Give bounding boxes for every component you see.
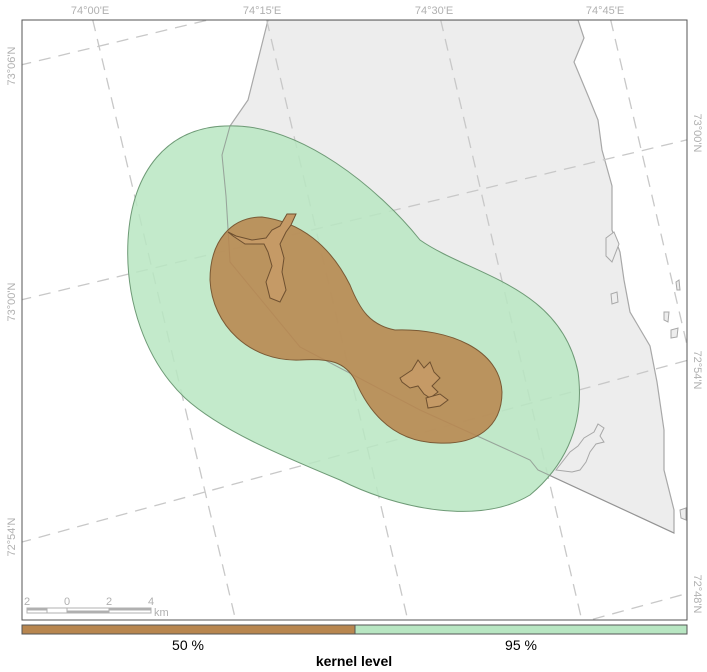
lon-label: 74°15'E (243, 5, 281, 17)
lat-label-left: 73°06'N (6, 46, 18, 85)
island (663, 311, 670, 323)
island (610, 291, 619, 305)
island (670, 327, 679, 339)
lon-label: 74°30'E (415, 5, 453, 17)
legend: 50 % 95 % kernel level (21, 624, 688, 669)
lon-label: 74°45'E (586, 5, 624, 17)
river-feature (425, 393, 449, 409)
scale-label: 4 (148, 596, 154, 608)
scale-label: 2 (24, 596, 30, 608)
river-feature (399, 359, 441, 399)
coast-inlet (555, 423, 605, 473)
scale-bar: 2 0 2 4 km (24, 596, 169, 619)
scale-label: 2 (106, 596, 112, 608)
island (675, 279, 681, 291)
lat-label-right: 72°48'N (691, 575, 703, 614)
lat-label-left: 72°54'N (6, 517, 18, 556)
lat-label-right: 73°00'N (691, 114, 703, 153)
legend-title: kernel level (316, 653, 392, 669)
legend-label-50: 50 % (172, 637, 204, 653)
river-feature (227, 213, 297, 303)
island (679, 507, 687, 521)
legend-swatch-95 (354, 624, 688, 635)
lat-label-right: 72°54'N (691, 351, 703, 390)
lon-label: 74°00'E (71, 5, 109, 17)
scale-label: 0 (64, 596, 70, 608)
scale-unit: km (154, 607, 169, 619)
legend-label-95: 95 % (505, 637, 537, 653)
legend-swatch-50 (21, 624, 356, 635)
map-frame-border (21, 19, 688, 621)
lat-label-left: 73°00'N (6, 282, 18, 321)
island (605, 231, 620, 263)
